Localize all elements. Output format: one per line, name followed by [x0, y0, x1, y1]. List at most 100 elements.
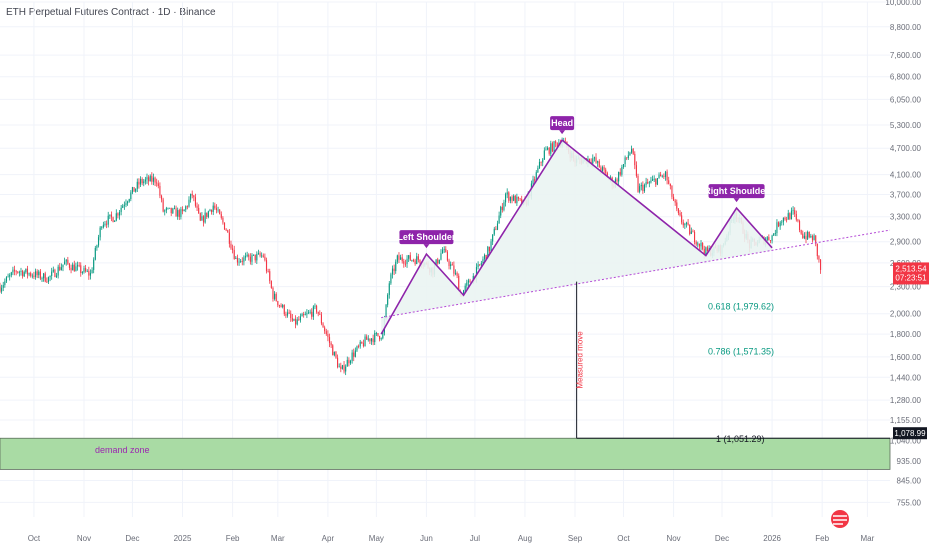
candle — [693, 230, 696, 245]
candle-body — [492, 234, 494, 242]
candle-body — [219, 209, 221, 215]
candle — [624, 155, 626, 168]
candle-body — [768, 237, 770, 241]
candle-body — [112, 217, 114, 222]
candle — [144, 176, 146, 185]
candle-body — [367, 338, 369, 340]
candle — [81, 271, 83, 275]
candle — [503, 199, 505, 212]
candle-body — [325, 331, 327, 335]
candle — [550, 140, 552, 157]
candle — [808, 231, 810, 239]
candle-body — [86, 270, 88, 272]
candle — [616, 177, 618, 184]
candle-body — [475, 267, 478, 280]
candle — [498, 211, 500, 224]
candle-body — [41, 278, 43, 280]
x-tick-label: Oct — [617, 534, 630, 543]
candle — [209, 208, 211, 212]
candle-body — [458, 275, 460, 292]
candle-body — [679, 213, 681, 216]
candle — [416, 252, 418, 265]
candle-body — [490, 241, 492, 252]
candle-body — [207, 211, 209, 217]
candle-body — [303, 314, 305, 316]
candle — [603, 164, 605, 174]
candle — [685, 221, 688, 228]
candle — [143, 179, 145, 187]
candle-body — [346, 359, 348, 367]
candle — [445, 246, 447, 253]
candle — [149, 174, 151, 182]
candle — [803, 232, 805, 240]
candle-body — [175, 208, 177, 217]
candle — [448, 258, 450, 270]
candle-body — [212, 205, 214, 212]
candle-body — [286, 312, 289, 316]
candle — [807, 230, 809, 241]
candle — [165, 206, 167, 214]
candle-body — [771, 235, 773, 241]
y-tick-label: 2,900.00 — [890, 238, 922, 247]
candle — [293, 318, 295, 322]
y-tick-label: 2,300.00 — [890, 283, 922, 292]
candle-body — [506, 192, 508, 195]
candle — [387, 293, 389, 308]
candle-body — [173, 208, 176, 210]
candle — [4, 278, 6, 288]
candle-body — [97, 237, 100, 246]
candle-body — [49, 275, 51, 278]
candle-body — [199, 213, 201, 221]
candle — [233, 245, 235, 260]
candle-body — [395, 261, 397, 272]
candle — [401, 254, 403, 264]
candle-body — [802, 233, 804, 239]
candle — [400, 254, 402, 260]
candle — [443, 246, 445, 253]
price-marker-badge: 1,078.99 — [893, 427, 927, 440]
candle-body — [803, 235, 805, 239]
candle — [230, 240, 232, 250]
pattern-label-pointer — [559, 130, 566, 135]
candle — [506, 188, 508, 199]
candle-body — [88, 270, 90, 276]
candle — [469, 278, 471, 283]
candle — [656, 178, 658, 186]
candle — [99, 226, 101, 241]
candle-body — [671, 185, 673, 197]
candle-body — [169, 207, 171, 209]
candle-body — [295, 318, 297, 325]
candle-body — [451, 264, 453, 266]
candle — [17, 271, 19, 274]
candle-body — [374, 333, 376, 343]
candle — [553, 140, 555, 153]
candle-body — [227, 230, 229, 233]
candle-body — [143, 181, 145, 184]
candle — [794, 207, 796, 217]
candle-body — [651, 179, 654, 181]
candle — [114, 220, 116, 223]
last-price-value: 2,513.54 — [895, 264, 927, 273]
candle-body — [361, 341, 363, 344]
candle-body — [442, 249, 444, 254]
candle-body — [409, 255, 411, 261]
candle-body — [463, 290, 465, 297]
candle — [10, 271, 12, 278]
candle-body — [372, 338, 374, 343]
candle — [547, 146, 549, 151]
candle-body — [223, 222, 226, 230]
tradingview-logo-icon[interactable] — [831, 510, 849, 528]
x-tick-label: Nov — [77, 534, 91, 543]
candle — [393, 264, 395, 276]
candle-body — [682, 222, 684, 226]
candle — [320, 312, 322, 326]
candle-body — [307, 312, 310, 314]
candle — [440, 249, 442, 261]
candle — [222, 216, 224, 225]
candle-body — [359, 341, 361, 347]
candle — [664, 170, 667, 181]
candle-body — [9, 275, 11, 277]
candle-body — [466, 282, 468, 286]
candle-body — [259, 253, 261, 256]
